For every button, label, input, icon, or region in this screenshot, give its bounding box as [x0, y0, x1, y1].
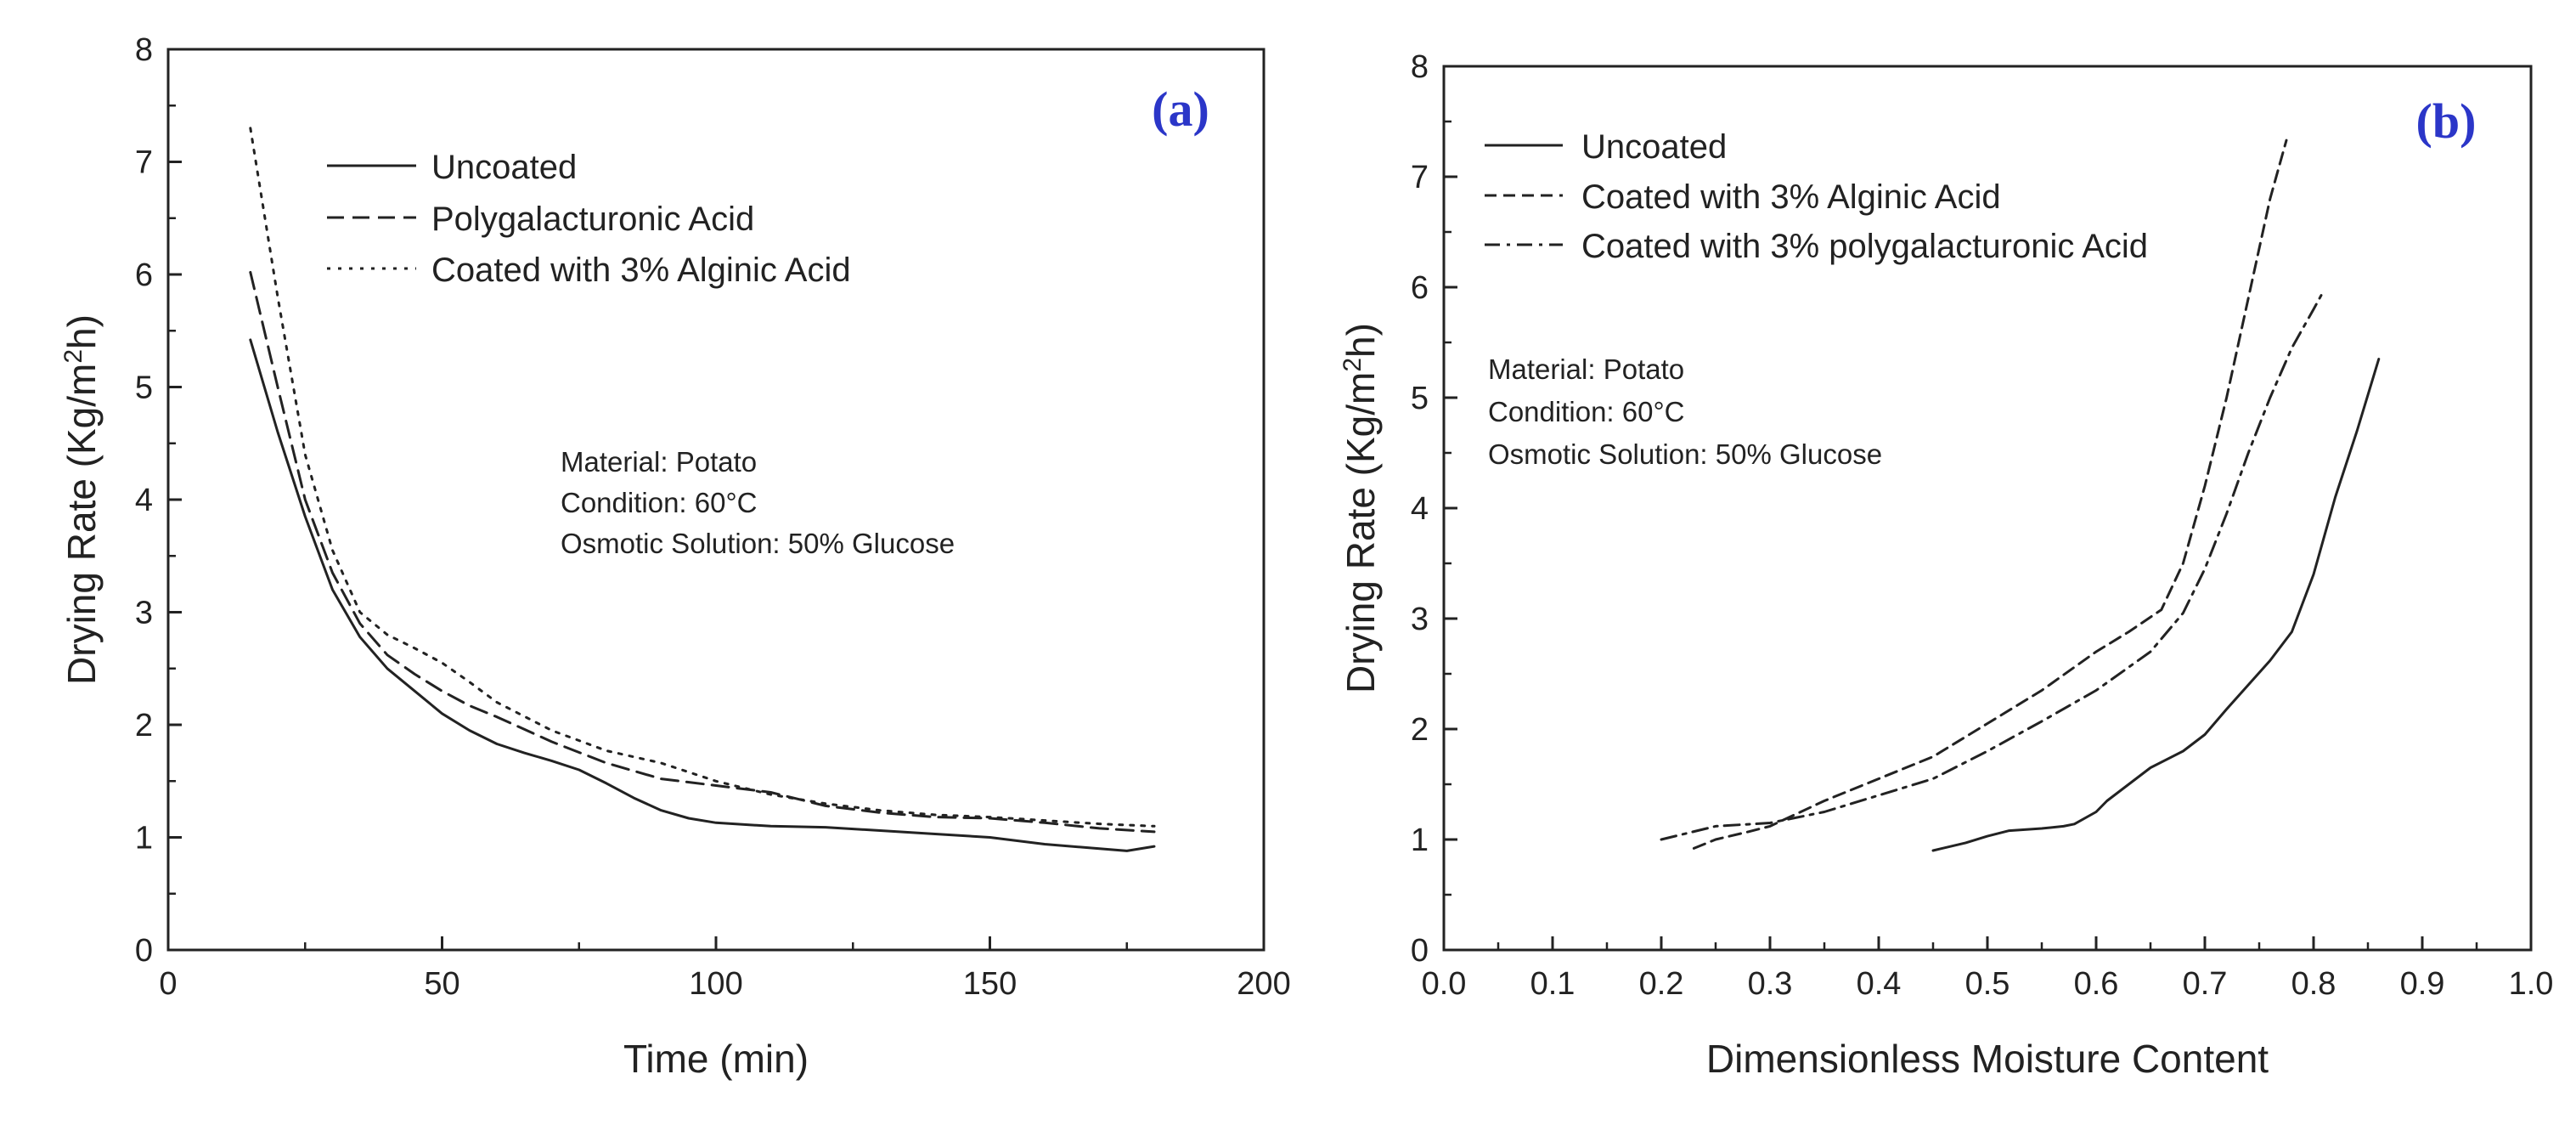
panel-a-y-tick-label: 3 — [135, 596, 153, 631]
panel-b-y-tick-label: 0 — [1411, 933, 1429, 969]
panel-b-y-tick-label: 7 — [1411, 160, 1429, 195]
panel-a-y-tick-label: 1 — [135, 821, 153, 856]
panel-a-y-axis-label-base: Drying Rate (Kg/m — [59, 364, 104, 685]
panel-b-y-tick-label: 1 — [1411, 823, 1429, 858]
panel-b-y-axis-label: Drying Rate (Kg/m2h) — [1339, 323, 1383, 693]
panel-b-legend-label-1: Coated with 3% Alginic Acid — [1581, 178, 2001, 216]
panel-b-chart: 0.0 0.1 0.2 0.3 0.4 0.5 0.6 0.7 0.8 0.9 1.0 0 1 2 3 4 5 6… — [1339, 49, 2553, 1081]
panel-a-legend-label-0: Uncoated — [431, 149, 577, 186]
panel-b-legend-label-0: Uncoated — [1581, 128, 1727, 166]
panel-b-x-tick-label: 0.6 — [2074, 966, 2119, 1002]
panel-b-annotation: Material: Potato Condition: 60°C Osmotic… — [1488, 353, 1882, 470]
panel-b-y-tick-label: 5 — [1411, 381, 1429, 416]
panel-a-series-line-2 — [249, 127, 1156, 828]
panel-b-y-tick-label: 6 — [1411, 270, 1429, 306]
panel-a-y-axis-label: Drying Rate (Kg/m2h) — [59, 314, 104, 685]
panel-a-x-tick-label: 50 — [424, 966, 459, 1002]
panel-b-annotation-material: Material: Potato — [1488, 353, 1684, 385]
panel-a-y-tick-label: 5 — [135, 370, 153, 406]
panel-b-x-tick-label: 0.9 — [2400, 966, 2445, 1002]
panel-b-annotation-solution: Osmotic Solution: 50% Glucose — [1488, 438, 1882, 470]
panel-b-legend: Uncoated Coated with 3% Alginic Acid Coa… — [1485, 128, 2148, 265]
panel-b-y-tick-label: 3 — [1411, 602, 1429, 637]
panel-a-legend-label-1: Polygalacturonic Acid — [431, 201, 754, 238]
panel-b-y-axis-label-base: Drying Rate (Kg/m — [1339, 372, 1383, 693]
panel-a-y-tick-label: 6 — [135, 257, 153, 293]
panel-a-series — [249, 127, 1156, 852]
panel-b-y-tick-label: 8 — [1411, 49, 1429, 85]
panel-b-y-tick-label: 2 — [1411, 712, 1429, 748]
panel-a-y-axis-label-tail: h) — [59, 314, 104, 349]
panel-a-x-tick-label: 150 — [963, 966, 1017, 1002]
panel-b-x-tick-label: 0.8 — [2291, 966, 2336, 1002]
panel-b-x-tick-label: 0.1 — [1530, 966, 1575, 1002]
panel-b-series-line-1 — [1692, 139, 2288, 850]
panel-a-annotation-condition: Condition: 60°C — [561, 487, 758, 518]
panel-a-x-axis-label: Time (min) — [623, 1037, 809, 1081]
panel-a-y-tick-label: 8 — [135, 32, 153, 68]
panel-a-ticks: 0 50 100 150 200 0 1 2 3 4 5 6 7 8 — [135, 32, 1291, 1002]
panel-b-x-axis-label: Dimensionless Moisture Content — [1706, 1037, 2269, 1081]
panel-b-series-line-2 — [1660, 288, 2326, 841]
panel-a-y-tick-label: 2 — [135, 708, 153, 743]
panel-b-y-axis-label-tail: h) — [1339, 323, 1383, 358]
panel-b-y-tick-label: 4 — [1411, 491, 1429, 527]
panel-b-x-tick-label: 0.5 — [1965, 966, 2010, 1002]
panel-a-y-tick-label: 4 — [135, 483, 153, 518]
panel-b-series — [1660, 139, 2381, 852]
panel-b-x-tick-label: 0.2 — [1639, 966, 1684, 1002]
panel-a-label: (a) — [1152, 82, 1209, 137]
panel-a-series-line-1 — [249, 270, 1156, 834]
panel-a-chart: 0 50 100 150 200 0 1 2 3 4 5 6 7 8 (a) Uncoated Polyg… — [59, 32, 1291, 1081]
panel-b-legend-label-2: Coated with 3% polygalacturonic Acid — [1581, 228, 2148, 265]
panel-a-y-tick-label: 0 — [135, 933, 153, 969]
panel-b-label: (b) — [2416, 93, 2477, 149]
panel-b-y-axis-label-sup: 2 — [1339, 358, 1367, 372]
panel-a-legend: Uncoated Polygalacturonic Acid Coated wi… — [327, 149, 851, 289]
panel-b-x-tick-label: 1.0 — [2509, 966, 2554, 1002]
panel-a-legend-label-2: Coated with 3% Alginic Acid — [431, 252, 851, 289]
panel-a-series-line-0 — [249, 338, 1156, 852]
panel-a-y-tick-label: 7 — [135, 145, 153, 181]
panel-a-annotation: Material: Potato Condition: 60°C Osmotic… — [561, 446, 955, 559]
panel-a-x-tick-label: 0 — [159, 966, 177, 1002]
panel-b-x-tick-label: 0.0 — [1422, 966, 1467, 1002]
panel-a-x-tick-label: 100 — [689, 966, 742, 1002]
panel-b-series-line-0 — [1931, 358, 2381, 852]
panel-a-x-tick-label: 200 — [1237, 966, 1290, 1002]
panel-a-annotation-solution: Osmotic Solution: 50% Glucose — [561, 528, 955, 559]
panel-b-x-tick-label: 0.3 — [1748, 966, 1793, 1002]
panel-b-ticks: 0.0 0.1 0.2 0.3 0.4 0.5 0.6 0.7 0.8 0.9 1.0 0 1 2 3 4 5 6… — [1411, 49, 2554, 1002]
panel-a-annotation-material: Material: Potato — [561, 446, 757, 478]
panel-b-annotation-condition: Condition: 60°C — [1488, 396, 1685, 427]
panel-a-y-axis-label-sup: 2 — [59, 349, 87, 364]
panel-b-x-tick-label: 0.4 — [1857, 966, 1902, 1002]
panel-b-x-tick-label: 0.7 — [2183, 966, 2228, 1002]
